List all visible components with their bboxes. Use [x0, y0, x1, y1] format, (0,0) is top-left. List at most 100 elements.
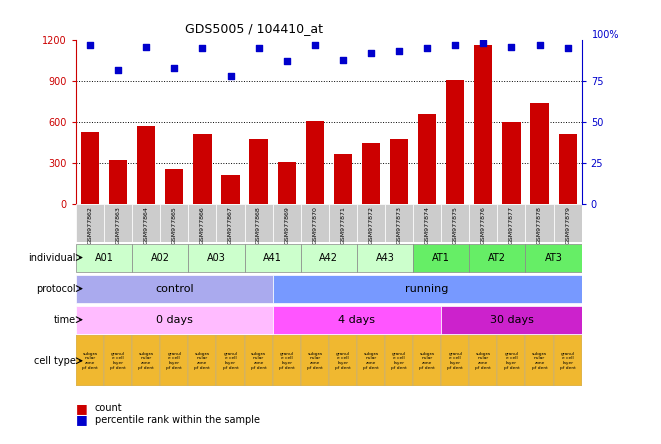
Text: GSM977870: GSM977870 [312, 206, 317, 244]
Text: GSM977864: GSM977864 [143, 206, 149, 244]
Text: granul
e cell
layer
pf dent: granul e cell layer pf dent [279, 352, 295, 370]
Bar [474, 45, 492, 204]
Bar [329, 204, 357, 242]
Text: granul
e cell
layer
pf dent: granul e cell layer pf dent [110, 352, 126, 370]
Bar [104, 204, 132, 242]
Text: ■: ■ [76, 402, 88, 415]
Bar [160, 335, 188, 386]
Text: GSM977868: GSM977868 [256, 206, 261, 244]
Bar [357, 204, 385, 242]
Text: A43: A43 [375, 253, 395, 262]
Point [366, 50, 376, 57]
Text: 30 days: 30 days [490, 315, 533, 325]
Bar [334, 154, 352, 204]
Text: granul
e cell
layer
pf dent: granul e cell layer pf dent [335, 352, 351, 370]
Bar [188, 243, 245, 271]
Point [169, 64, 180, 71]
Point [563, 45, 573, 52]
Text: 100%: 100% [592, 30, 619, 40]
Text: GSM977879: GSM977879 [565, 206, 570, 244]
Bar [357, 243, 413, 271]
Bar [530, 103, 549, 204]
Bar [76, 274, 272, 303]
Bar [469, 204, 497, 242]
Bar [245, 243, 301, 271]
Text: subgra
nular
zone
pf dent: subgra nular zone pf dent [363, 352, 379, 370]
Text: percentile rank within the sample: percentile rank within the sample [95, 415, 260, 424]
Point [534, 41, 545, 48]
Text: GSM977865: GSM977865 [172, 206, 177, 244]
Text: granul
e cell
layer
pf dent: granul e cell layer pf dent [391, 352, 407, 370]
Text: GSM977876: GSM977876 [481, 206, 486, 244]
Text: A42: A42 [319, 253, 338, 262]
Bar [245, 335, 272, 386]
Bar [446, 79, 465, 204]
Text: subgra
nular
zone
pf dent: subgra nular zone pf dent [251, 352, 266, 370]
Bar [165, 169, 184, 204]
Bar [413, 335, 442, 386]
Bar [525, 204, 554, 242]
Text: AT2: AT2 [488, 253, 506, 262]
Text: individual: individual [28, 253, 76, 262]
Bar [273, 274, 582, 303]
Text: AT3: AT3 [545, 253, 563, 262]
Bar [273, 335, 301, 386]
Bar [188, 335, 217, 386]
Text: GDS5005 / 104410_at: GDS5005 / 104410_at [185, 22, 323, 35]
Bar [249, 139, 268, 204]
Text: subgra
nular
zone
pf dent: subgra nular zone pf dent [475, 352, 491, 370]
Bar [132, 243, 188, 271]
Text: AT1: AT1 [432, 253, 450, 262]
Point [282, 58, 292, 65]
Bar [497, 335, 525, 386]
Text: granul
e cell
layer
pf dent: granul e cell layer pf dent [223, 352, 239, 370]
Bar [76, 243, 132, 271]
Bar [469, 243, 525, 271]
Text: running: running [405, 284, 449, 293]
Text: GSM977863: GSM977863 [116, 206, 121, 244]
Bar [390, 139, 408, 204]
Point [141, 43, 151, 50]
Bar [132, 335, 160, 386]
Text: granul
e cell
layer
pf dent: granul e cell layer pf dent [447, 352, 463, 370]
Text: subgra
nular
zone
pf dent: subgra nular zone pf dent [307, 352, 323, 370]
Point [422, 45, 432, 52]
Text: GSM977873: GSM977873 [397, 206, 402, 244]
Point [197, 45, 208, 52]
Text: GSM977874: GSM977874 [424, 206, 430, 244]
Text: granul
e cell
layer
pf dent: granul e cell layer pf dent [560, 352, 576, 370]
Point [85, 41, 95, 48]
Text: granul
e cell
layer
pf dent: granul e cell layer pf dent [504, 352, 520, 370]
Point [506, 43, 517, 50]
Text: 4 days: 4 days [338, 315, 375, 325]
Bar [217, 335, 245, 386]
Bar [76, 306, 272, 334]
Bar [442, 335, 469, 386]
Text: subgra
nular
zone
pf dent: subgra nular zone pf dent [531, 352, 547, 370]
Text: GSM977866: GSM977866 [200, 206, 205, 244]
Bar [301, 204, 329, 242]
Bar [188, 204, 217, 242]
Bar [385, 204, 413, 242]
Bar [160, 204, 188, 242]
Bar [137, 126, 155, 204]
Bar [329, 335, 357, 386]
Point [309, 41, 320, 48]
Bar [273, 306, 442, 334]
Bar [109, 160, 128, 204]
Text: GSM977862: GSM977862 [87, 206, 93, 244]
Bar [554, 204, 582, 242]
Text: count: count [95, 404, 122, 413]
Text: GSM977871: GSM977871 [340, 206, 346, 244]
Bar [502, 122, 521, 204]
Bar [104, 335, 132, 386]
Bar [357, 335, 385, 386]
Text: subgra
nular
zone
pf dent: subgra nular zone pf dent [82, 352, 98, 370]
Point [450, 41, 461, 48]
Bar [418, 114, 436, 204]
Bar [221, 175, 240, 204]
Bar [76, 335, 104, 386]
Bar [193, 135, 212, 204]
Text: GSM977878: GSM977878 [537, 206, 542, 244]
Text: ■: ■ [76, 413, 88, 426]
